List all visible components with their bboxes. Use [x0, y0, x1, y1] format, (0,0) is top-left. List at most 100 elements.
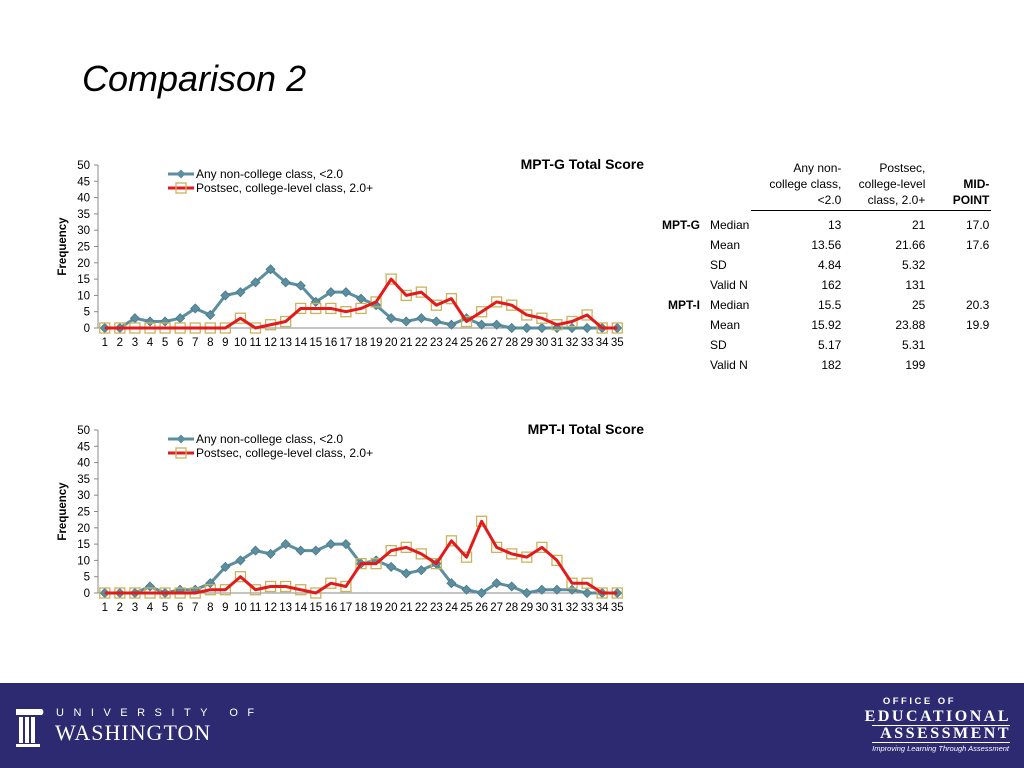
- stats-mid-cell: [927, 275, 991, 295]
- stats-col2-cell: 21: [912, 217, 926, 232]
- stats-header-col1-line: <2.0: [817, 193, 842, 207]
- x-tick-label: 26: [475, 337, 488, 349]
- data-point-noncollege: [144, 581, 156, 592]
- x-tick-label: 8: [207, 602, 213, 614]
- stats-stat-cell: Valid N: [710, 357, 748, 372]
- y-axis-label: Frequency: [57, 217, 69, 276]
- y-tick-label: 10: [77, 290, 90, 302]
- x-tick-label: 21: [400, 337, 413, 349]
- data-point-noncollege: [521, 322, 532, 334]
- x-tick-label: 32: [566, 337, 579, 349]
- data-point-postsec: [491, 541, 503, 554]
- data-point-noncollege: [340, 539, 352, 550]
- data-point-noncollege: [325, 539, 336, 550]
- x-tick-label: 33: [581, 337, 594, 349]
- oea-divider: [872, 725, 1010, 726]
- x-tick-label: 23: [430, 337, 443, 349]
- x-tick-label: 22: [415, 337, 428, 349]
- data-point-noncollege: [476, 587, 487, 599]
- stats-mid-cell: [927, 355, 991, 375]
- y-tick-label: 30: [77, 490, 90, 502]
- y-tick-label: 25: [77, 507, 90, 519]
- data-point-postsec: [475, 306, 488, 318]
- stats-header-col2: Postsec, college-level class, 2.0+: [843, 158, 927, 211]
- data-point-postsec: [234, 312, 247, 324]
- stats-stat-cell: Mean: [710, 317, 741, 332]
- data-point-postsec: [460, 551, 473, 563]
- stats-header-col2-line: college-level: [858, 177, 926, 191]
- x-tick-label: 34: [596, 602, 609, 614]
- stats-col2-cell: 199: [905, 357, 926, 372]
- x-tick-label: 3: [132, 337, 138, 349]
- x-tick-label: 3: [132, 602, 138, 614]
- stats-col1-cell: 182: [821, 357, 842, 372]
- data-point-noncollege: [280, 539, 291, 550]
- x-tick-label: 7: [192, 337, 198, 349]
- x-tick-label: 14: [294, 337, 307, 349]
- y-tick-label: 50: [77, 160, 90, 172]
- stats-group-cell: [660, 255, 710, 275]
- x-tick-label: 31: [551, 337, 564, 349]
- data-point-postsec: [430, 558, 443, 570]
- data-point-postsec: [445, 293, 458, 305]
- data-point-noncollege: [295, 545, 306, 556]
- stats-col2-cell: 131: [905, 277, 926, 292]
- legend-label: Postsec, college-level class, 2.0+: [196, 181, 373, 195]
- stats-row: MPT-G Median 13 21 17.0: [660, 215, 991, 235]
- y-tick-label: 25: [77, 242, 90, 254]
- stats-header-midpoint: MID- POINT: [927, 158, 991, 211]
- y-tick-label: 20: [77, 523, 90, 535]
- oea-assessment: ASSESSMENT: [880, 725, 1011, 742]
- stats-stat-cell: SD: [710, 337, 727, 352]
- y-tick-label: 50: [77, 425, 90, 437]
- stats-row: Valid N 182 199: [660, 355, 991, 375]
- oea-educational: EDUCATIONAL: [864, 708, 1011, 725]
- data-point-noncollege: [325, 287, 336, 298]
- y-tick-label: 15: [77, 539, 90, 551]
- y-tick-label: 45: [77, 441, 90, 453]
- data-point-noncollege: [190, 303, 201, 314]
- chart-title: MPT-I Total Score: [528, 421, 645, 437]
- data-point-noncollege: [205, 309, 216, 321]
- data-point-noncollege: [205, 578, 216, 589]
- data-point-noncollege: [551, 584, 563, 595]
- data-point-noncollege: [566, 322, 578, 334]
- stats-table: Any non- college class, <2.0 Postsec, co…: [660, 158, 992, 375]
- x-tick-label: 15: [309, 602, 322, 614]
- stats-group-cell: MPT-G: [662, 217, 700, 232]
- x-tick-label: 30: [535, 602, 548, 614]
- stats-col1-cell: 15.5: [818, 297, 842, 312]
- data-point-noncollege: [536, 322, 547, 334]
- x-tick-label: 2: [117, 337, 123, 349]
- stats-col1-cell: 4.84: [818, 257, 842, 272]
- stats-header-mid-line: POINT: [952, 193, 990, 207]
- data-point-noncollege: [265, 548, 276, 559]
- x-tick-label: 9: [222, 337, 228, 349]
- legend-marker-square: [175, 447, 187, 459]
- oea-tagline: Improving Learning Through Assessment: [872, 744, 1009, 753]
- x-tick-label: 22: [415, 602, 428, 614]
- stats-col1-cell: 162: [821, 277, 842, 292]
- stats-mid-cell: 19.9: [966, 317, 990, 332]
- stats-header-col1-line: Any non-: [793, 161, 842, 175]
- y-tick-label: 35: [77, 209, 90, 221]
- stats-mid-cell: 20.3: [966, 297, 990, 312]
- stats-mid-cell: [927, 255, 991, 275]
- x-tick-label: 4: [147, 602, 154, 614]
- data-point-noncollege: [220, 290, 231, 301]
- x-tick-label: 16: [324, 602, 337, 614]
- data-point-noncollege: [536, 584, 547, 595]
- x-tick-label: 10: [234, 337, 247, 349]
- slide-title: Comparison 2: [82, 58, 307, 99]
- y-tick-label: 0: [84, 588, 90, 600]
- data-point-noncollege: [491, 319, 502, 330]
- data-point-noncollege: [220, 561, 231, 572]
- legend-label: Any non-college class, <2.0: [196, 167, 343, 181]
- x-tick-label: 1: [102, 337, 108, 349]
- data-point-noncollege: [582, 587, 593, 599]
- data-point-postsec: [475, 515, 488, 527]
- data-point-noncollege: [416, 313, 427, 324]
- x-tick-label: 17: [340, 602, 353, 614]
- x-tick-label: 12: [264, 337, 277, 349]
- series-line-postsec: [104, 277, 618, 330]
